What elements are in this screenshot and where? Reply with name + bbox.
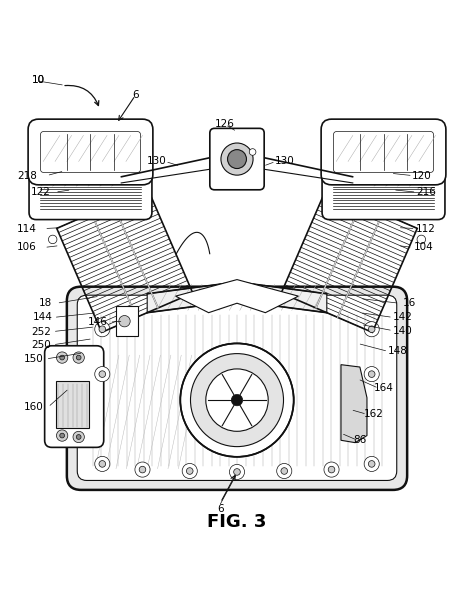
Circle shape — [324, 462, 339, 477]
Circle shape — [249, 149, 256, 155]
Bar — [56, 381, 89, 429]
Circle shape — [76, 355, 81, 360]
Text: 106: 106 — [17, 242, 36, 253]
Circle shape — [180, 343, 294, 457]
Circle shape — [139, 466, 146, 473]
Circle shape — [60, 433, 64, 438]
Text: 120: 120 — [411, 171, 431, 181]
Text: 126: 126 — [215, 119, 235, 128]
Text: 160: 160 — [24, 402, 44, 412]
Circle shape — [228, 150, 246, 168]
Text: 146: 146 — [88, 317, 108, 327]
Text: 10: 10 — [32, 75, 45, 85]
Circle shape — [73, 431, 84, 442]
Text: 164: 164 — [374, 383, 393, 393]
Text: 150: 150 — [24, 354, 44, 364]
Circle shape — [234, 469, 240, 475]
Circle shape — [135, 462, 150, 477]
Circle shape — [56, 352, 68, 363]
Polygon shape — [147, 282, 327, 313]
Circle shape — [364, 367, 379, 381]
Text: 144: 144 — [33, 312, 53, 322]
Circle shape — [231, 395, 243, 406]
Text: 148: 148 — [388, 346, 408, 356]
Circle shape — [186, 467, 193, 474]
Circle shape — [281, 467, 288, 474]
Circle shape — [277, 463, 292, 479]
Circle shape — [368, 326, 375, 333]
Text: 250: 250 — [31, 340, 51, 350]
Circle shape — [119, 315, 130, 327]
Text: 10: 10 — [32, 75, 45, 85]
Text: 218: 218 — [17, 171, 36, 181]
Circle shape — [76, 435, 81, 439]
Text: 130: 130 — [274, 156, 294, 167]
FancyBboxPatch shape — [210, 128, 264, 190]
Circle shape — [229, 464, 245, 479]
Polygon shape — [175, 279, 299, 313]
Circle shape — [95, 456, 110, 472]
Text: 216: 216 — [416, 187, 436, 197]
Text: 252: 252 — [31, 327, 51, 337]
Circle shape — [364, 456, 379, 472]
Text: 112: 112 — [416, 223, 436, 233]
Circle shape — [328, 466, 335, 473]
Bar — [117, 306, 138, 336]
Circle shape — [206, 369, 268, 431]
Text: 104: 104 — [414, 242, 434, 253]
FancyBboxPatch shape — [322, 162, 445, 220]
Circle shape — [99, 371, 106, 377]
FancyBboxPatch shape — [67, 287, 407, 490]
Text: 140: 140 — [392, 325, 412, 336]
Circle shape — [368, 461, 375, 467]
Circle shape — [191, 353, 283, 447]
Circle shape — [99, 461, 106, 467]
Text: 162: 162 — [364, 410, 384, 419]
Circle shape — [56, 430, 68, 441]
Circle shape — [364, 322, 379, 337]
Circle shape — [73, 352, 84, 363]
Text: 6: 6 — [217, 504, 224, 514]
Circle shape — [417, 235, 426, 244]
Circle shape — [95, 367, 110, 381]
FancyBboxPatch shape — [29, 162, 152, 220]
Text: 6: 6 — [132, 90, 139, 100]
Circle shape — [368, 371, 375, 377]
Text: 142: 142 — [392, 312, 412, 322]
Text: 18: 18 — [39, 298, 52, 308]
Circle shape — [99, 326, 106, 333]
Text: FIG. 3: FIG. 3 — [207, 513, 267, 531]
Text: 16: 16 — [403, 298, 416, 308]
Text: 122: 122 — [31, 187, 51, 197]
FancyBboxPatch shape — [45, 346, 104, 447]
Circle shape — [48, 235, 57, 244]
Text: 130: 130 — [147, 156, 166, 167]
Circle shape — [182, 463, 197, 479]
FancyBboxPatch shape — [28, 119, 153, 185]
Text: 114: 114 — [17, 223, 36, 233]
Circle shape — [95, 322, 110, 337]
Polygon shape — [341, 365, 367, 442]
FancyBboxPatch shape — [77, 295, 397, 481]
Circle shape — [221, 143, 253, 175]
FancyBboxPatch shape — [321, 119, 446, 185]
Text: 86: 86 — [353, 435, 366, 445]
Circle shape — [60, 355, 64, 360]
